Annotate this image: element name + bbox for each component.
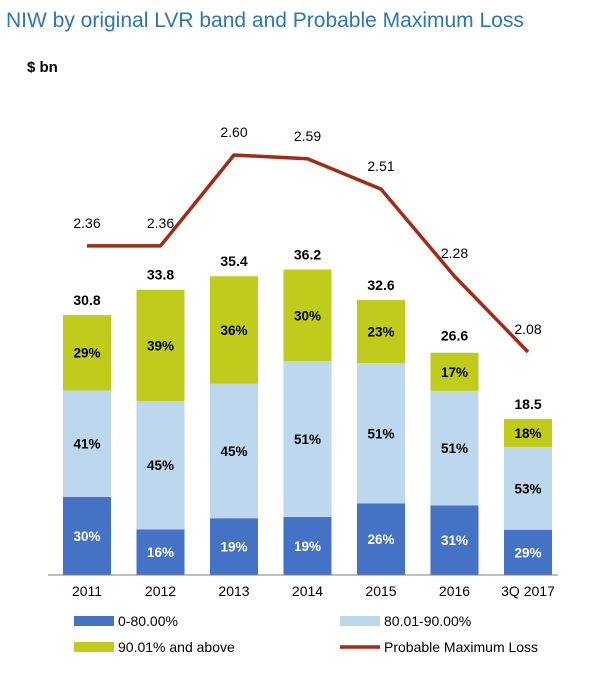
legend-swatch-2 (340, 616, 380, 626)
bar-segment-2-1 (63, 390, 111, 498)
segment-label-3-3: 36% (220, 323, 247, 338)
pml-value-label-4: 2.59 (294, 128, 321, 144)
segment-label-2-7: 53% (514, 481, 541, 496)
bar-segment-1-5 (357, 503, 405, 575)
bar-total-label-3: 35.4 (220, 253, 247, 269)
pml-value-label-5: 2.51 (367, 158, 394, 174)
pml-line-layer: 2.36 2.36 2.60 2.59 2.51 2.28 2.08 (73, 124, 542, 354)
segment-label-2-6: 51% (441, 441, 468, 456)
pml-value-label-2: 2.36 (147, 215, 174, 231)
x-tick-label-6: 2016 (439, 583, 470, 599)
bar-segment-2-2 (136, 400, 185, 530)
pml-value-label-1: 2.36 (73, 215, 100, 231)
bar-total-label-1: 30.8 (73, 292, 100, 308)
x-tick-label-1: 2011 (72, 583, 102, 599)
bar-total-label-7: 18.5 (514, 396, 541, 412)
segment-label-3-4: 30% (294, 308, 321, 323)
segment-label-2-2: 45% (147, 458, 174, 473)
pml-value-label-3: 2.60 (220, 124, 247, 140)
bar-segment-2-3 (210, 383, 258, 519)
legend-swatch-1 (74, 616, 114, 626)
bar-segment-3-3 (210, 276, 258, 384)
bar-segment-3-4 (283, 269, 332, 362)
bars-layer: 30% 41% 29% 30.8 16% 45% 39% 33.8 19% 45% 36% 35.4 1… (63, 246, 552, 575)
bar-segment-1-3 (210, 518, 258, 575)
x-tick-labels: 2011 2012 2013 2014 2015 2016 3Q 2017 (72, 583, 555, 599)
pml-value-label-7: 2.08 (514, 321, 541, 337)
bar-segment-1-2 (136, 529, 185, 575)
segment-label-1-2: 16% (147, 545, 174, 560)
segment-label-3-6: 17% (441, 365, 468, 380)
bar-segment-2-7 (504, 446, 552, 530)
chart-title: NIW by original LVR band and Probable Ma… (6, 9, 524, 32)
segment-label-2-4: 51% (294, 432, 321, 447)
legend-label-3: 90.01% and above (118, 639, 235, 655)
bar-total-label-4: 36.2 (294, 246, 321, 262)
x-tick-label-3: 2013 (218, 583, 249, 599)
legend: 0-80.00% 80.01-90.00% 90.01% and above Prob… (74, 613, 538, 655)
legend-label-2: 80.01-90.00% (384, 613, 471, 629)
x-tick-label-7: 3Q 2017 (501, 583, 555, 599)
segment-label-1-1: 30% (73, 529, 100, 544)
bar-segment-1-6 (430, 505, 479, 575)
pml-value-label-6: 2.28 (441, 245, 468, 261)
x-tick-label-5: 2015 (365, 583, 396, 599)
bar-segment-3-6 (430, 352, 479, 391)
bar-segment-3-7 (504, 418, 552, 447)
segment-label-1-6: 31% (441, 533, 468, 548)
bar-segment-3-2 (136, 289, 185, 401)
segment-label-2-5: 51% (367, 426, 394, 441)
bar-segment-1-4 (283, 516, 332, 575)
segment-label-3-5: 23% (367, 324, 394, 339)
segment-label-1-7: 29% (514, 545, 541, 560)
y-axis-unit-label: $ bn (27, 59, 58, 76)
bar-segment-2-4 (283, 361, 332, 517)
bar-segment-1-7 (504, 529, 552, 575)
legend-label-1: 0-80.00% (118, 613, 178, 629)
bar-segment-3-1 (63, 315, 111, 391)
segment-label-1-4: 19% (294, 539, 321, 554)
segment-label-3-2: 39% (147, 338, 174, 353)
segment-label-3-1: 29% (73, 346, 100, 361)
bar-segment-3-5 (357, 299, 405, 364)
bar-total-label-2: 33.8 (147, 267, 174, 283)
bar-segment-2-5 (357, 363, 405, 504)
bar-segment-2-6 (430, 390, 479, 506)
segment-label-2-1: 41% (73, 437, 100, 452)
bar-total-label-5: 32.6 (367, 277, 394, 293)
segment-label-2-3: 45% (220, 444, 247, 459)
x-tick-label-2: 2012 (145, 583, 176, 599)
bar-total-label-6: 26.6 (441, 327, 468, 343)
x-tick-label-4: 2014 (292, 583, 323, 599)
segment-label-1-3: 19% (220, 540, 247, 555)
legend-swatch-3 (74, 642, 114, 652)
segment-label-3-7: 18% (514, 426, 541, 441)
segment-label-1-5: 26% (367, 532, 394, 547)
legend-label-4: Probable Maximum Loss (384, 639, 538, 655)
bar-segment-1-1 (63, 497, 111, 575)
